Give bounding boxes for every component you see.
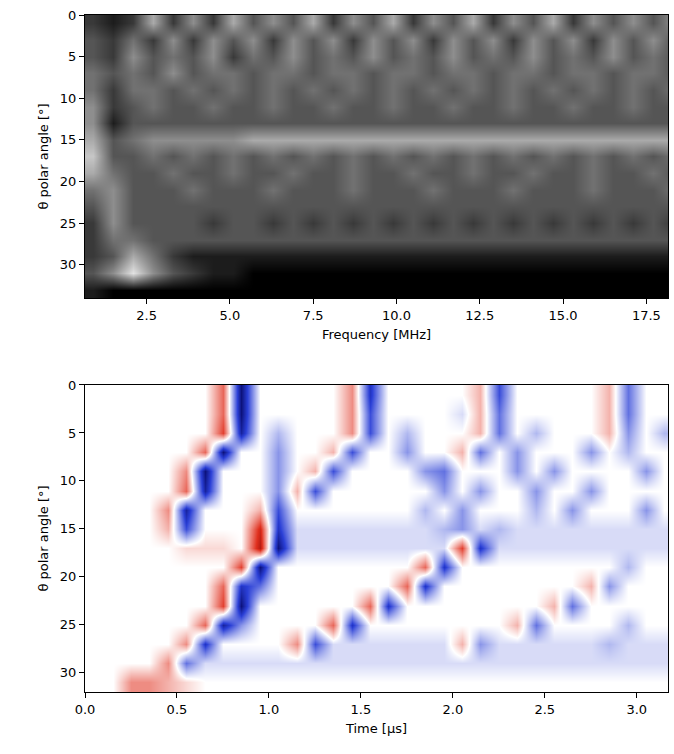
svg-text:20: 20: [60, 174, 77, 189]
svg-text:1.0: 1.0: [259, 702, 280, 717]
svg-text:30: 30: [60, 257, 77, 272]
svg-text:θ polar angle [°]: θ polar angle [°]: [36, 485, 51, 591]
svg-text:0.0: 0.0: [75, 702, 96, 717]
svg-text:0: 0: [68, 378, 76, 393]
svg-text:5: 5: [68, 426, 76, 441]
svg-text:2.5: 2.5: [136, 308, 157, 323]
svg-text:17.5: 17.5: [632, 308, 661, 323]
svg-text:2.0: 2.0: [442, 702, 463, 717]
svg-text:0: 0: [68, 8, 76, 23]
svg-text:Frequency [MHz]: Frequency [MHz]: [322, 327, 431, 342]
svg-text:15.0: 15.0: [549, 308, 578, 323]
svg-text:0.5: 0.5: [167, 702, 188, 717]
svg-text:10.0: 10.0: [382, 308, 411, 323]
svg-text:15: 15: [60, 521, 77, 536]
svg-text:1.5: 1.5: [351, 702, 372, 717]
svg-text:20: 20: [60, 569, 77, 584]
svg-text:3.0: 3.0: [626, 702, 647, 717]
svg-text:10: 10: [60, 91, 77, 106]
svg-text:Time [μs]: Time [μs]: [345, 721, 407, 736]
svg-text:12.5: 12.5: [465, 308, 494, 323]
svg-text:5.0: 5.0: [220, 308, 241, 323]
svg-text:5: 5: [68, 49, 76, 64]
svg-text:15: 15: [60, 132, 77, 147]
svg-text:25: 25: [60, 617, 77, 632]
svg-text:25: 25: [60, 216, 77, 231]
svg-text:7.5: 7.5: [303, 308, 324, 323]
svg-text:30: 30: [60, 665, 77, 680]
svg-text:θ polar angle [°]: θ polar angle [°]: [36, 103, 51, 209]
svg-text:10: 10: [60, 473, 77, 488]
svg-text:2.5: 2.5: [534, 702, 555, 717]
